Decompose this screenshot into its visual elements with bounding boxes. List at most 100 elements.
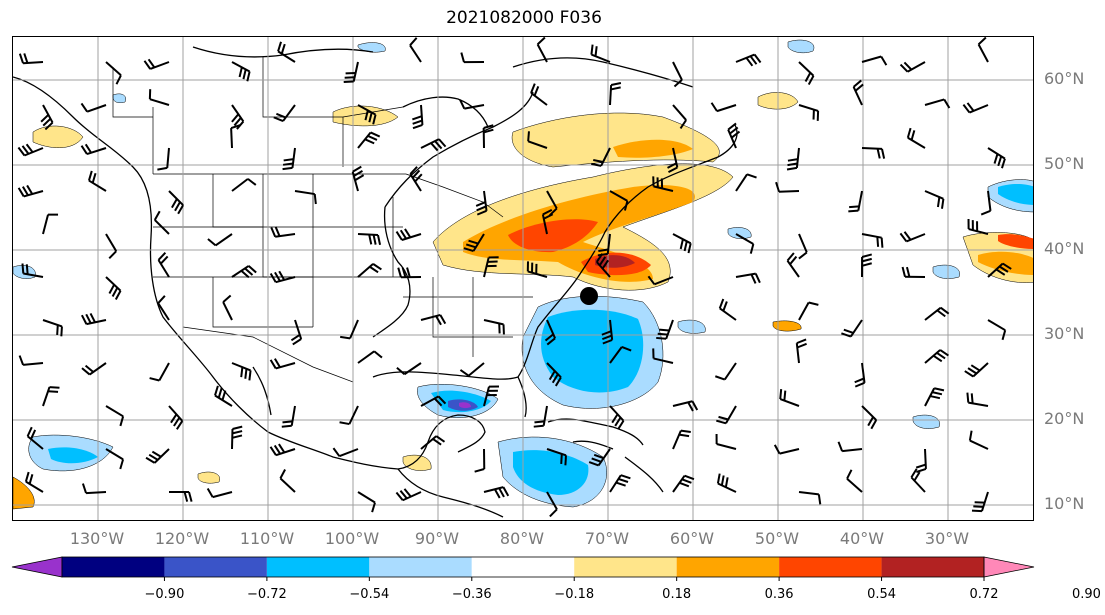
wind-barb (786, 252, 800, 278)
wind-barb (924, 306, 950, 321)
wind-barb (786, 147, 800, 171)
longitude-label: 70°W (584, 529, 630, 548)
colorbar-tick-label: 0.54 (867, 587, 897, 602)
colorbar-tick-label: −0.36 (451, 587, 492, 602)
wind-barb (716, 473, 737, 493)
wind-barb (105, 276, 122, 300)
wind-barb (168, 491, 193, 502)
wind-barb (987, 147, 1006, 169)
wind-barb (40, 104, 54, 131)
wind-barb (527, 131, 548, 149)
wind-barb (773, 444, 800, 455)
wind-barb (647, 275, 674, 286)
wind-barb (987, 262, 1012, 278)
wind-barb (357, 131, 381, 149)
colorbar-segment (574, 557, 677, 577)
wind-barb (145, 448, 170, 464)
wind-barb (546, 362, 562, 387)
wind-barb (357, 263, 382, 278)
longitude-label: 80°W (499, 529, 545, 548)
wind-barb (861, 55, 888, 66)
colorbar-tick-label: −0.18 (554, 587, 595, 602)
colorbar-tick-label: −0.54 (349, 587, 390, 602)
wind-barb (412, 104, 424, 130)
wind-barb (667, 147, 679, 174)
wind-barb (26, 426, 44, 450)
wind-barb (544, 319, 556, 346)
wind-barb (526, 261, 548, 278)
wind-barb (483, 256, 499, 278)
wind-barb (231, 425, 243, 450)
wind-barb (861, 147, 886, 159)
wind-barb (533, 405, 548, 428)
wind-barb (966, 392, 989, 407)
wind-barb (714, 362, 737, 381)
wind-barb (294, 190, 317, 205)
colorbar-tick-label: −0.72 (246, 587, 287, 602)
colorbar-segment (164, 557, 267, 577)
wind-barb (924, 349, 949, 364)
longitude-label: 100°W (324, 529, 380, 548)
wind-barb (977, 37, 989, 63)
wind-barb (483, 319, 505, 335)
wind-barb (901, 266, 926, 278)
wind-barb (81, 312, 107, 326)
wind-barb (672, 400, 699, 412)
longitude-label: 60°W (669, 529, 715, 548)
latitude-label: 20°N (1044, 409, 1085, 428)
wind-barb (652, 348, 674, 364)
colorbar-segment (471, 557, 575, 577)
wind-barb (343, 61, 359, 83)
wind-barb (279, 469, 296, 493)
wind-barb (595, 253, 611, 278)
wind-barb (463, 233, 485, 252)
wind-barb (395, 228, 422, 241)
wind-barb (87, 170, 107, 192)
wind-barb (42, 213, 59, 235)
colorbar-tick-label: 0.90 (1071, 587, 1101, 602)
wind-barb (530, 83, 548, 106)
wind-barb (546, 448, 567, 466)
wind-barb (841, 319, 863, 338)
wind-barb (420, 313, 447, 326)
colorbar-outline (61, 556, 985, 578)
plot-title: 2021082000 F036 (446, 8, 602, 28)
wind-barb (910, 468, 926, 493)
wind-barb (231, 178, 257, 192)
colorbar-segment (62, 557, 165, 577)
wind-barb (541, 209, 554, 235)
wind-barb (861, 233, 884, 248)
latitude-label: 60°N (1044, 69, 1085, 88)
longitude-label: 90°W (414, 529, 460, 548)
wind-barb (206, 487, 233, 499)
colorbar-extend-low (11, 556, 63, 578)
wind-barb (42, 319, 63, 337)
wind-barb (157, 147, 170, 171)
wind-barb (964, 362, 989, 378)
wind-barb (340, 319, 359, 340)
colorbar-tick-label: 0.72 (969, 587, 999, 602)
wind-barb (459, 99, 485, 110)
wind-barb (590, 44, 611, 63)
wind-barb (899, 231, 926, 243)
wind-barb (420, 395, 447, 407)
wind-barb (861, 405, 878, 430)
wind-barb (588, 448, 611, 467)
longitude-label: 120°W (154, 529, 210, 548)
wind-barb (591, 147, 611, 167)
wind-barb (339, 405, 359, 426)
wind-barb (222, 294, 233, 321)
wind-barb (968, 430, 989, 450)
map-panel[interactable] (12, 36, 1034, 521)
wind-barb (357, 233, 382, 246)
wind-barb (837, 441, 863, 453)
wind-barb (357, 491, 376, 513)
wind-barb (357, 350, 383, 364)
wind-barb (42, 386, 60, 407)
wind-barb (157, 252, 170, 278)
wind-barb (924, 98, 951, 109)
wind-barb (214, 385, 233, 407)
positive-anomaly-labrador (511, 112, 720, 168)
wind-barb (962, 102, 989, 114)
wind-barb (153, 210, 170, 235)
